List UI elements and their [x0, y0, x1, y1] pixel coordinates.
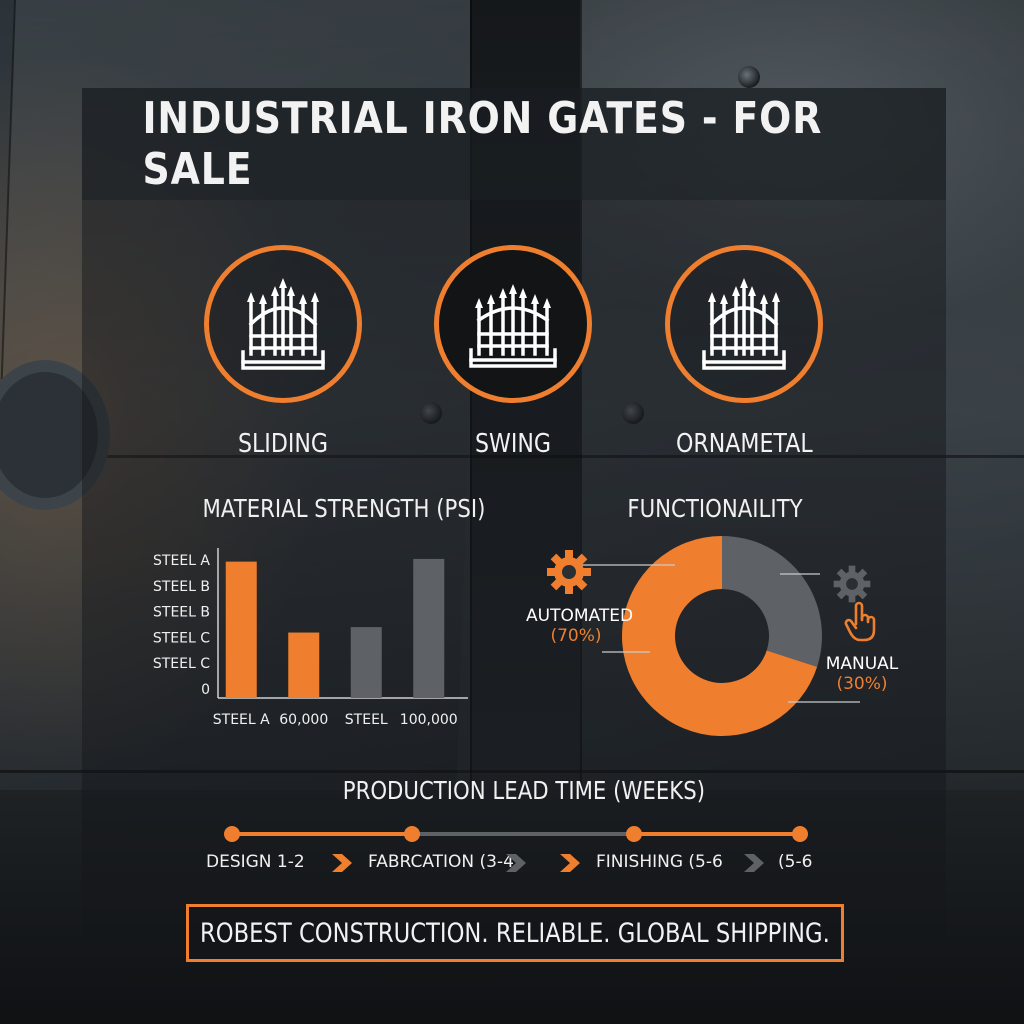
donut-slice	[622, 536, 818, 736]
chevron-right-icon	[506, 854, 526, 872]
timeline-node	[792, 826, 808, 842]
chevron-right-icon	[744, 854, 764, 872]
manual-percent: (30%)	[836, 674, 888, 694]
manual-label: MANUAL (30%)	[812, 654, 912, 694]
automated-label: AUTOMATED (70%)	[526, 606, 634, 646]
overlay-panel	[82, 88, 946, 946]
rivet	[420, 402, 442, 424]
y-tick-label: STEEL A	[153, 553, 210, 569]
functionality-heading: FUNCTIONAILITY	[627, 494, 803, 523]
gate-label: SLIDING	[237, 429, 329, 459]
page-title: INDUSTRIAL IRON GATES - FOR SALE	[142, 93, 823, 195]
x-tick-label: STEEL A	[213, 712, 270, 728]
arched-gate-icon	[469, 284, 557, 368]
y-tick-label: STEEL B	[153, 579, 210, 595]
plate-seam	[0, 770, 1024, 773]
x-tick-label: 100,000	[400, 712, 458, 728]
strength-bar-chart: STEEL A STEEL B STEEL B STEEL C STEEL C 0 STE…	[153, 548, 468, 728]
rivet	[738, 66, 760, 88]
gate-label: SWING	[474, 429, 552, 459]
footer-tagline: ROBEST CONSTRUCTION. RELIABLE. GLOBAL SH…	[200, 917, 830, 949]
donut-slice	[722, 536, 822, 667]
bar	[288, 632, 320, 698]
timeline-node	[626, 826, 642, 842]
bar	[225, 561, 257, 698]
y-tick-label: 0	[201, 682, 210, 698]
automated-name: AUTOMATED	[526, 606, 634, 626]
gear-icon	[833, 565, 871, 603]
timeline-step: (5-6	[778, 852, 813, 872]
title-bar: INDUSTRIAL IRON GATES - FOR SALE	[82, 88, 946, 200]
hand-pointer-icon	[844, 601, 876, 642]
gate-icon-ring	[665, 245, 823, 403]
chevron-right-icon	[560, 854, 580, 872]
leader-lines	[568, 564, 860, 703]
ornate-gate-icon	[241, 278, 325, 370]
gate-label: ORNAMETAL	[676, 429, 813, 459]
bar	[350, 627, 382, 698]
plate-seam	[0, 455, 1024, 458]
bar	[413, 558, 445, 698]
y-tick-label: STEEL B	[153, 605, 210, 621]
automated-percent: (70%)	[550, 626, 602, 646]
strength-heading: MATERIAL STRENGTH (PSI)	[202, 494, 486, 523]
ornate-gate-icon	[702, 278, 786, 370]
timeline-step: FABRCATION (3-4	[368, 852, 514, 872]
x-tick-label: 60,000	[279, 712, 328, 728]
y-tick-label: STEEL C	[153, 630, 210, 646]
gate-type-sliding: SLIDING	[203, 245, 363, 459]
gate-icon-ring	[434, 245, 592, 403]
gate-icon-ring	[204, 245, 362, 403]
timeline-track	[224, 826, 808, 842]
gear-icon	[547, 550, 591, 594]
chevron-right-icon	[332, 854, 352, 872]
rivet	[622, 402, 644, 424]
timeline-node	[404, 826, 420, 842]
manual-name: MANUAL	[825, 654, 899, 674]
valve-wheel	[0, 360, 110, 510]
gate-type-swing: SWING	[433, 245, 593, 459]
functionality-donut-chart	[568, 536, 860, 736]
x-tick-label: STEEL	[345, 712, 388, 728]
y-tick-label: STEEL C	[153, 656, 210, 672]
timeline-heading: PRODUCTION LEAD TIME (WEEKS)	[342, 776, 705, 805]
timeline-step: DESIGN 1-2	[206, 852, 305, 872]
timeline-step: FINISHING (5-6	[596, 852, 723, 872]
footer-banner: ROBEST CONSTRUCTION. RELIABLE. GLOBAL SH…	[186, 904, 844, 962]
timeline-node	[224, 826, 240, 842]
gate-type-ornamental: ORNAMETAL	[664, 245, 824, 459]
